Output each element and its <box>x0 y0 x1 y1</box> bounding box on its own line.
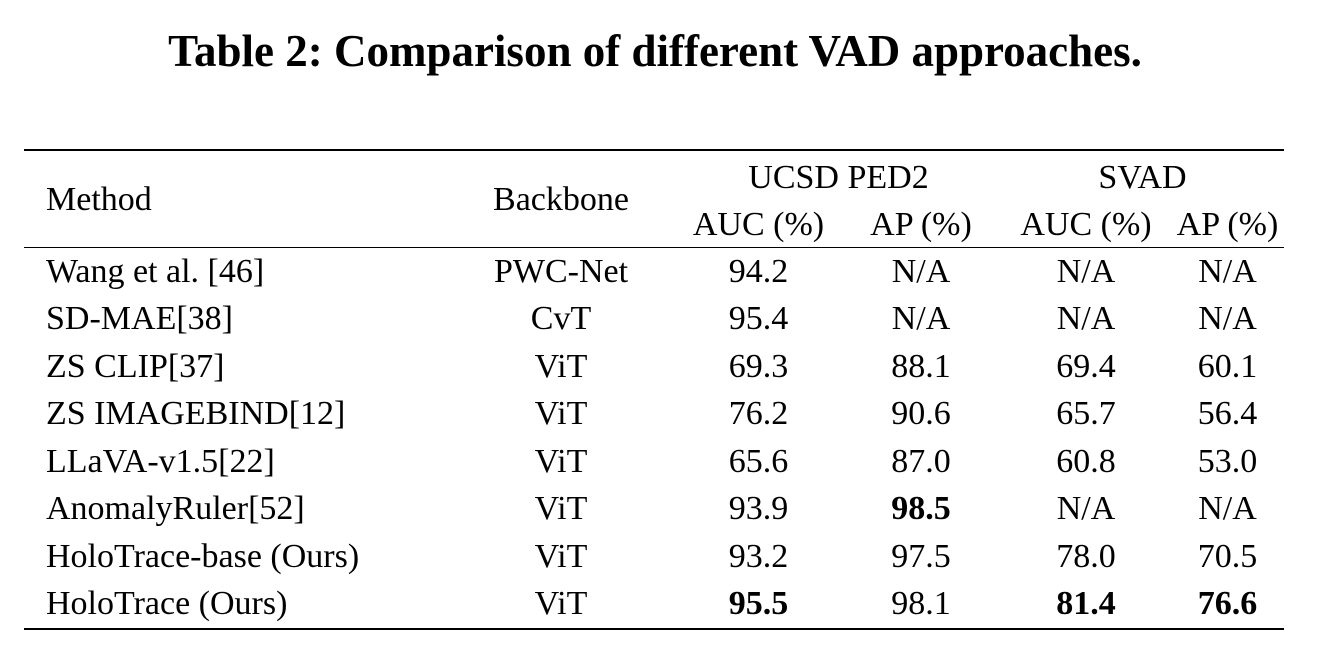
table-row: HoloTrace (Ours) ViT 95.5 98.1 81.4 76.6 <box>24 581 1284 629</box>
table-row: SD-MAE[38] CvT 95.4 N/A N/A N/A <box>24 296 1284 344</box>
header-backbone: Backbone <box>493 181 629 218</box>
header-svad-ap: AP (%) <box>1176 206 1279 243</box>
cell-ucsd-auc: 65.6 <box>728 442 789 480</box>
cell-svad-ap: 56.4 <box>1197 395 1258 433</box>
table-header: Method Backbone UCSD PED2 SVAD AUC (%) A… <box>24 150 1284 248</box>
table-caption: Table 2: Comparison of different VAD app… <box>168 26 1142 76</box>
cell-ucsd-auc: 95.4 <box>728 300 789 338</box>
table-row: ZS CLIP[37] ViT 69.3 88.1 69.4 60.1 <box>24 343 1284 391</box>
cell-svad-ap: 70.5 <box>1197 537 1258 575</box>
cell-backbone: ViT <box>534 347 588 385</box>
cell-ucsd-ap: N/A <box>891 252 951 290</box>
cell-backbone: CvT <box>530 300 592 338</box>
cell-svad-ap: N/A <box>1198 490 1257 528</box>
table-body: Wang et al. [46] PWC-Net 94.2 N/A N/A N/A SD-M… <box>24 248 1284 629</box>
cell-ucsd-ap: 87.0 <box>891 442 951 480</box>
header-row-metrics: AUC (%) AP (%) AUC (%) AP (%) <box>24 203 1284 248</box>
cell-backbone: ViT <box>534 537 588 575</box>
cell-method: ZS CLIP[37] <box>46 347 225 385</box>
cell-ucsd-ap: 98.5 <box>891 490 951 528</box>
cell-method: ZS IMAGEBIND[12] <box>46 395 346 433</box>
cell-svad-ap: 76.6 <box>1197 585 1258 623</box>
cell-svad-auc: N/A <box>1056 252 1116 290</box>
cell-ucsd-auc: 76.2 <box>728 395 789 433</box>
cell-ucsd-ap: 97.5 <box>891 537 951 575</box>
cell-svad-auc: 60.8 <box>1056 442 1116 480</box>
header-ucsd-auc: AUC (%) <box>692 206 825 243</box>
header-method: Method <box>46 181 152 218</box>
table-row: ZS IMAGEBIND[12] ViT 76.2 90.6 65.7 56.4 <box>24 391 1284 439</box>
cell-svad-auc: N/A <box>1056 300 1116 338</box>
cell-backbone: PWC-Net <box>493 252 629 290</box>
cell-svad-auc: 65.7 <box>1056 395 1116 433</box>
cell-method: AnomalyRuler[52] <box>46 490 305 528</box>
cell-backbone: ViT <box>534 490 588 528</box>
table-row: HoloTrace-base (Ours) ViT 93.2 97.5 78.0 70.5 <box>24 533 1284 581</box>
cell-svad-auc: 78.0 <box>1056 537 1116 575</box>
cell-ucsd-ap: N/A <box>891 300 951 338</box>
header-row-groups: Method Backbone UCSD PED2 SVAD <box>24 150 1284 218</box>
cell-svad-ap: 53.0 <box>1197 442 1258 480</box>
cell-method: LLaVA-v1.5[22] <box>46 442 275 480</box>
cell-ucsd-ap: 90.6 <box>891 395 951 433</box>
cell-ucsd-ap: 88.1 <box>891 347 951 385</box>
cell-svad-ap: N/A <box>1198 252 1257 290</box>
header-ucsd-ap: AP (%) <box>870 206 972 243</box>
cell-ucsd-ap: 98.1 <box>891 585 951 623</box>
cell-backbone: ViT <box>534 585 588 623</box>
table-row: Wang et al. [46] PWC-Net 94.2 N/A N/A N/A <box>24 248 1284 296</box>
cell-method: HoloTrace (Ours) <box>46 585 288 623</box>
table-row: LLaVA-v1.5[22] ViT 65.6 87.0 60.8 53.0 <box>24 438 1284 486</box>
cell-svad-auc: N/A <box>1056 490 1116 528</box>
cell-svad-auc: 81.4 <box>1056 585 1116 623</box>
cell-ucsd-auc: 95.5 <box>728 585 789 623</box>
cell-backbone: ViT <box>534 395 588 433</box>
header-group-svad: SVAD <box>1098 159 1187 196</box>
cell-method: HoloTrace-base (Ours) <box>46 537 360 575</box>
cell-svad-auc: 69.4 <box>1056 347 1116 385</box>
cell-svad-ap: N/A <box>1198 300 1257 338</box>
cell-method: Wang et al. [46] <box>46 252 265 290</box>
table-row: AnomalyRuler[52] ViT 93.9 98.5 N/A N/A <box>24 486 1284 534</box>
cell-ucsd-auc: 94.2 <box>728 252 789 290</box>
comparison-table: Method Backbone UCSD PED2 SVAD AUC (%) A… <box>24 149 1284 630</box>
cell-method: SD-MAE[38] <box>46 300 233 338</box>
cell-ucsd-auc: 69.3 <box>728 347 789 385</box>
cell-backbone: ViT <box>534 442 588 480</box>
header-group-ucsd-ped2: UCSD PED2 <box>748 159 929 196</box>
header-svad-auc: AUC (%) <box>1020 206 1152 243</box>
cell-svad-ap: 60.1 <box>1197 347 1258 385</box>
cell-ucsd-auc: 93.9 <box>728 490 789 528</box>
cell-ucsd-auc: 93.2 <box>728 537 789 575</box>
